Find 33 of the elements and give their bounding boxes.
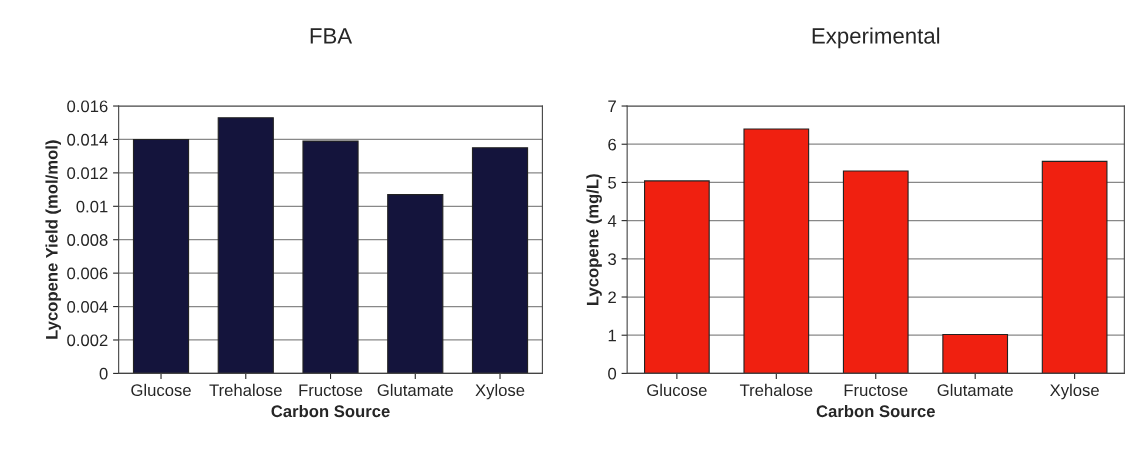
x-tick-label: Glucose — [131, 383, 191, 397]
y-axis-title: Lycopene (mg/L) — [586, 174, 602, 305]
y-tick-label: 0.004 — [67, 300, 108, 313]
y-tick-label: 0.016 — [67, 100, 108, 113]
x-tick-label: Glutamate — [937, 383, 1013, 397]
x-axis-title: Carbon Source — [271, 404, 390, 418]
y-tick-label: 4 — [607, 215, 617, 227]
x-tick-label: Trehalose — [739, 383, 813, 397]
y-tick-label: 2 — [608, 291, 616, 304]
x-axis-title: Carbon Source — [816, 404, 935, 418]
y-tick-label: 0.01 — [76, 200, 108, 213]
x-tick-label: Xylose — [475, 383, 525, 400]
chart-title: Experimental — [812, 27, 940, 49]
y-tick-label: 0 — [99, 367, 108, 380]
y-tick-label: 6 — [608, 138, 616, 151]
y-tick-label: 0.014 — [67, 133, 108, 146]
y-tick-label: 0.002 — [67, 334, 108, 347]
x-tick-label: Glucose — [647, 383, 707, 397]
x-tick-label: Trehalose — [209, 383, 282, 397]
chart-title: FBA — [310, 28, 353, 44]
x-tick-label: Fructose — [844, 384, 908, 397]
y-tick-label: 0.012 — [67, 167, 108, 180]
y-axis-title: Lycopene Yield (mol/mol) — [45, 140, 61, 339]
y-tick-label: 5 — [608, 177, 617, 189]
x-tick-label: Glutamate — [377, 383, 453, 397]
x-tick-label: Xylose — [1049, 383, 1099, 400]
y-tick-label: 0.006 — [67, 267, 108, 280]
y-tick-label: 7 — [608, 100, 616, 113]
y-tick-label: 0 — [608, 367, 617, 380]
y-tick-label: 0.008 — [67, 234, 108, 246]
x-tick-label: Fructose — [299, 384, 363, 397]
y-tick-label: 3 — [608, 253, 616, 266]
y-tick-label: 1 — [608, 329, 616, 342]
